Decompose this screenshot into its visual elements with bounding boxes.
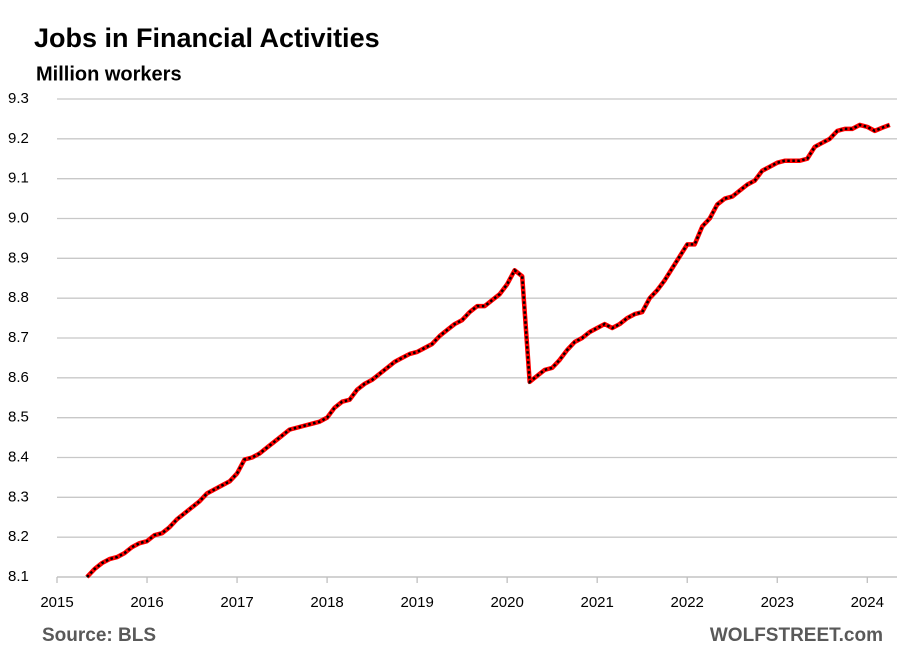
y-tick-label: 8.7 xyxy=(8,329,29,346)
y-tick-label: 8.1 xyxy=(8,568,29,585)
x-tick-label: 2023 xyxy=(761,594,794,611)
x-tick-label: 2017 xyxy=(220,594,253,611)
x-tick-label: 2016 xyxy=(130,594,163,611)
y-tick-label: 8.5 xyxy=(8,409,29,426)
y-tick-label: 8.2 xyxy=(8,528,29,545)
y-tick-label: 8.6 xyxy=(8,369,29,386)
y-tick-label: 9.3 xyxy=(8,90,29,107)
x-tick-label: 2024 xyxy=(851,594,884,611)
x-tick-label: 2021 xyxy=(581,594,614,611)
x-tick-label: 2020 xyxy=(490,594,523,611)
source-note: Source: BLS xyxy=(42,625,156,646)
data-line-dots xyxy=(86,123,891,578)
x-tick-label: 2015 xyxy=(40,594,73,611)
y-tick-label: 8.4 xyxy=(8,448,29,465)
y-tick-label: 8.9 xyxy=(8,249,29,266)
y-tick-label: 9.0 xyxy=(8,209,29,226)
x-tick-label: 2018 xyxy=(310,594,343,611)
y-tick-label: 9.1 xyxy=(8,170,29,187)
chart-title: Jobs in Financial Activities xyxy=(34,23,380,53)
x-tick-label: 2022 xyxy=(671,594,704,611)
chart-subtitle: Million workers xyxy=(36,63,182,85)
y-tick-label: 9.2 xyxy=(8,130,29,147)
y-tick-label: 8.8 xyxy=(8,289,29,306)
brand-note: WOLFSTREET.com xyxy=(710,625,883,646)
y-tick-label: 8.3 xyxy=(8,488,29,505)
x-tick-label: 2019 xyxy=(400,594,433,611)
